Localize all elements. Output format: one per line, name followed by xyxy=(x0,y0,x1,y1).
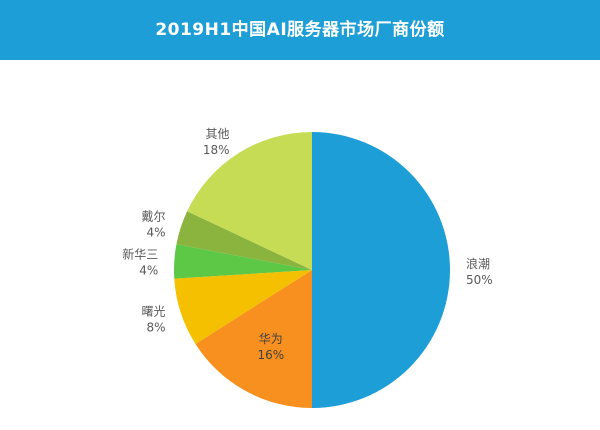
slice-percent-1: 16% xyxy=(257,348,284,362)
pie-slice-1 xyxy=(195,270,312,408)
pie-chart: 浪潮 50% 华为 16% 曙光 8% 新华三 4% 戴尔 4% 其他 18% xyxy=(122,127,493,408)
slice-label-0: 浪潮 xyxy=(466,256,490,271)
pie-slices xyxy=(173,132,450,408)
pie-slice-4 xyxy=(176,211,312,270)
slice-label-1: 华为 xyxy=(259,332,283,346)
slice-percent-4: 4% xyxy=(146,225,165,239)
slice-percent-5: 18% xyxy=(203,143,230,157)
slice-label-4: 戴尔 xyxy=(141,208,165,223)
slice-label-2: 曙光 xyxy=(141,305,165,319)
slice-label-5: 其他 xyxy=(205,127,229,141)
pie-labels: 浪潮 50% 华为 16% 曙光 8% 新华三 4% 戴尔 4% 其他 18% xyxy=(122,127,492,362)
pie-slice-2 xyxy=(174,270,312,344)
pie-slice-0 xyxy=(312,132,450,408)
slice-percent-3: 4% xyxy=(139,263,158,277)
slice-percent-0: 50% xyxy=(466,273,493,287)
chart-title: 2019H1中国AI服务器市场厂商份额 xyxy=(155,20,445,40)
pie-slice-5 xyxy=(187,132,312,270)
slice-percent-2: 8% xyxy=(146,321,165,335)
slice-label-3: 新华三 xyxy=(122,246,158,261)
title-bar xyxy=(0,0,600,60)
pie-slice-3 xyxy=(173,244,312,279)
